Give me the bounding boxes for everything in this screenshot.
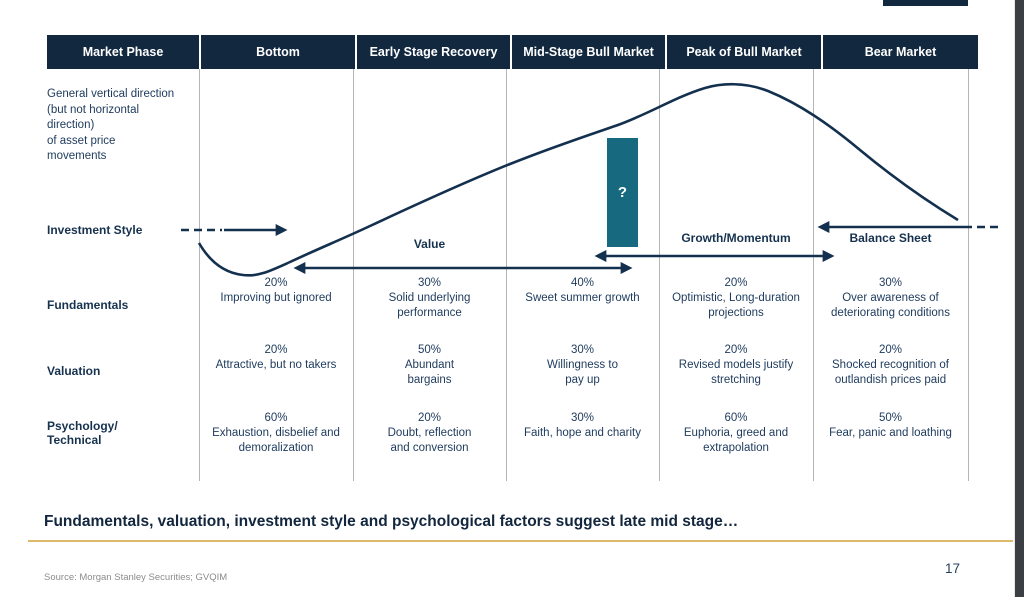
growth-momentum-label: Growth/Momentum bbox=[681, 231, 791, 245]
valuation-label: Valuation bbox=[47, 364, 101, 378]
fundamentals-mid-cell: 40% Sweet summer growth bbox=[506, 276, 659, 321]
psychology-bottom-cell: 60% Exhaustion, disbelief and demoraliza… bbox=[199, 411, 353, 456]
cell-description: Sweet summer growth bbox=[525, 292, 640, 304]
scrollbar[interactable] bbox=[1014, 0, 1024, 597]
cell-description: Willingness to pay up bbox=[547, 359, 618, 386]
psychology-technical-label: Psychology/ Technical bbox=[47, 419, 118, 447]
gold-divider-rule bbox=[28, 540, 1013, 542]
cell-description: Revised models justify stretching bbox=[678, 359, 794, 386]
pct-value: 20% bbox=[724, 344, 748, 356]
pct-value: 20% bbox=[417, 412, 442, 424]
cell-description: Optimistic, Long-duration projections bbox=[672, 292, 800, 319]
cell-description: Faith, hope and charity bbox=[524, 427, 641, 439]
psychology-technical-row: Psychology/ Technical 60% Exhaustion, di… bbox=[47, 411, 968, 456]
header-market-phase: Market Phase bbox=[47, 35, 199, 69]
header-bottom: Bottom bbox=[201, 35, 355, 69]
valuation-row: Valuation 20% Attractive, but no takers … bbox=[47, 343, 968, 388]
fundamentals-bear-cell: 30% Over awareness of deteriorating cond… bbox=[813, 276, 968, 321]
question-box: ? bbox=[607, 138, 638, 247]
fundamentals-row: Fundamentals 20% Improving but ignored 3… bbox=[47, 276, 968, 321]
fundamentals-early-cell: 30% Solid underlying performance bbox=[353, 276, 506, 321]
pct-value: 20% bbox=[724, 277, 748, 289]
valuation-bottom-cell: 20% Attractive, but no takers bbox=[199, 343, 353, 388]
pct-value: 60% bbox=[264, 412, 288, 424]
slide-headline: Fundamentals, valuation, investment styl… bbox=[44, 513, 739, 530]
pct-value: 30% bbox=[417, 277, 442, 289]
fundamentals-label: Fundamentals bbox=[47, 298, 129, 312]
valuation-bear-cell: 20% Shocked recognition of outlandish pr… bbox=[813, 343, 968, 388]
cell-description: Euphoria, greed and extrapolation bbox=[683, 427, 789, 454]
psychology-peak-cell: 60% Euphoria, greed and extrapolation bbox=[659, 411, 813, 456]
page-number: 17 bbox=[944, 561, 960, 576]
pct-value: 20% bbox=[264, 344, 288, 356]
cell-description: Fear, panic and loathing bbox=[829, 427, 952, 439]
cell-description: Over awareness of deteriorating conditio… bbox=[831, 292, 950, 319]
investment-style-label: Investment Style bbox=[47, 223, 143, 237]
psychology-bear-cell: 50% Fear, panic and loathing bbox=[813, 411, 968, 456]
market-phase-header-row: Market Phase Bottom Early Stage Recovery… bbox=[47, 35, 978, 69]
cell-description: Solid underlying performance bbox=[388, 292, 471, 319]
cell-description: Improving but ignored bbox=[220, 292, 332, 304]
cell-description: Exhaustion, disbelief and demoralization bbox=[212, 427, 340, 454]
asset-price-curve bbox=[197, 82, 959, 277]
valuation-early-cell: 50% Abundant bargains bbox=[353, 343, 506, 388]
question-mark: ? bbox=[617, 184, 628, 201]
source-note: Source: Morgan Stanley Securities; GVQIM bbox=[44, 572, 228, 583]
top-edge-fragment bbox=[883, 0, 968, 6]
pct-value: 60% bbox=[724, 412, 748, 424]
pct-value: 50% bbox=[878, 412, 903, 424]
header-early-stage-recovery: Early Stage Recovery bbox=[357, 35, 510, 69]
cell-description: Doubt, reflection and conversion bbox=[387, 427, 472, 454]
cell-description: Attractive, but no takers bbox=[215, 359, 337, 371]
header-peak-of-bull-market: Peak of Bull Market bbox=[667, 35, 821, 69]
pct-value: 20% bbox=[878, 344, 903, 356]
fundamentals-bottom-cell: 20% Improving but ignored bbox=[199, 276, 353, 321]
pct-value: 40% bbox=[570, 277, 595, 289]
value-label: Value bbox=[413, 237, 446, 251]
header-mid-stage-bull-market: Mid-Stage Bull Market bbox=[512, 35, 665, 69]
direction-note: General vertical direction (but not hori… bbox=[47, 88, 175, 162]
pct-value: 30% bbox=[570, 344, 595, 356]
psychology-early-cell: 20% Doubt, reflection and conversion bbox=[353, 411, 506, 456]
header-bear-market: Bear Market bbox=[823, 35, 978, 69]
psychology-mid-cell: 30% Faith, hope and charity bbox=[506, 411, 659, 456]
pct-value: 50% bbox=[417, 344, 442, 356]
column-divider bbox=[968, 69, 969, 481]
balance-sheet-label: Balance Sheet bbox=[849, 231, 932, 245]
pct-value: 30% bbox=[878, 277, 903, 289]
pct-value: 30% bbox=[570, 412, 595, 424]
valuation-peak-cell: 20% Revised models justify stretching bbox=[659, 343, 813, 388]
fundamentals-peak-cell: 20% Optimistic, Long-duration projection… bbox=[659, 276, 813, 321]
cell-description: Shocked recognition of outlandish prices… bbox=[832, 359, 949, 386]
pct-value: 20% bbox=[264, 277, 288, 289]
valuation-mid-cell: 30% Willingness to pay up bbox=[506, 343, 659, 388]
cell-description: Abundant bargains bbox=[404, 359, 455, 386]
